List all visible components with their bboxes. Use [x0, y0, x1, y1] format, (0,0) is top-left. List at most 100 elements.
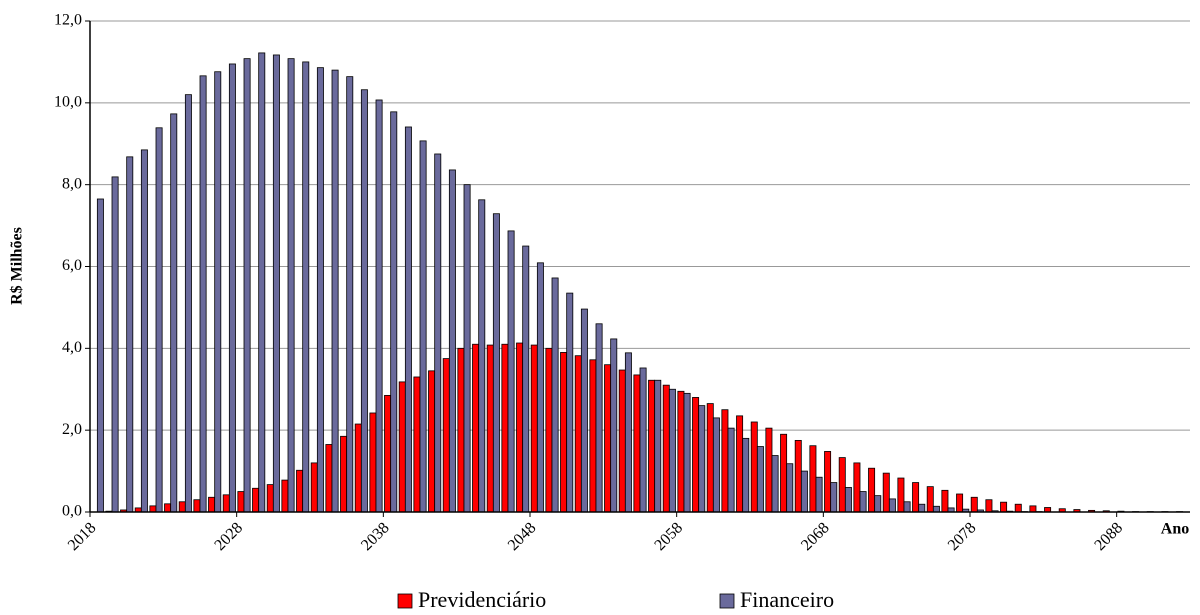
bar: [457, 347, 465, 513]
x-tick-label: 2028: [211, 519, 246, 554]
bar: [932, 505, 940, 513]
bar: [516, 342, 524, 513]
bar: [214, 71, 222, 513]
bar: [736, 415, 744, 513]
bar: [1000, 501, 1008, 513]
y-tick-label: 10,0: [54, 94, 82, 111]
bar: [536, 262, 544, 513]
bar: [918, 503, 926, 513]
bar: [574, 355, 582, 513]
bar: [472, 343, 480, 513]
bar: [560, 352, 568, 513]
bar: [228, 63, 236, 513]
bar: [765, 427, 773, 513]
bar: [354, 423, 362, 513]
x-axis-title: Ano: [1161, 521, 1189, 538]
bar: [390, 111, 398, 513]
bar: [698, 405, 706, 513]
bar: [633, 374, 641, 513]
bar: [610, 338, 618, 513]
legend-label: Previdenciário: [418, 587, 546, 612]
bar: [398, 381, 406, 513]
bar: [325, 444, 333, 513]
bar: [780, 433, 788, 513]
legend-swatch: [397, 593, 413, 609]
bar: [266, 484, 274, 513]
bar: [618, 369, 626, 513]
bar: [208, 496, 216, 513]
bar: [956, 493, 964, 513]
bar: [428, 370, 436, 513]
bar: [302, 61, 310, 513]
bar: [727, 427, 735, 513]
bar: [624, 352, 632, 513]
bar: [296, 469, 304, 513]
bar: [903, 501, 911, 513]
bar: [589, 359, 597, 513]
bar: [492, 213, 500, 513]
bar: [96, 198, 104, 513]
y-axis-title: R$ Milhões: [9, 227, 26, 305]
x-tick-label: 2048: [505, 519, 540, 554]
bar: [595, 323, 603, 513]
x-tick-label: 2058: [651, 519, 686, 554]
legend-swatch: [719, 593, 735, 609]
bar: [604, 364, 612, 513]
legend-label: Financeiro: [740, 587, 834, 612]
x-tick-label: 2018: [65, 519, 100, 554]
bar: [662, 384, 670, 513]
x-tick-label: 2078: [945, 519, 980, 554]
bar: [507, 230, 515, 513]
x-tick-label: 2068: [798, 519, 833, 554]
bar: [750, 421, 758, 513]
bar: [868, 467, 876, 513]
bar: [501, 343, 509, 513]
bar: [824, 451, 832, 513]
bar: [859, 491, 867, 513]
bar: [287, 58, 295, 513]
y-tick-label: 4,0: [62, 339, 82, 356]
bar: [199, 75, 207, 513]
bar: [683, 392, 691, 513]
bar: [648, 379, 656, 513]
y-tick-label: 2,0: [62, 421, 82, 438]
bar: [1014, 503, 1022, 513]
bar: [375, 99, 383, 513]
bar: [478, 199, 486, 513]
bar: [331, 69, 339, 513]
bar: [434, 153, 442, 513]
bar: [184, 94, 192, 513]
bar: [310, 462, 318, 513]
bar: [844, 487, 852, 513]
bar: [193, 499, 201, 513]
bar: [912, 482, 920, 513]
bar: [712, 417, 720, 513]
bar: [551, 277, 559, 513]
bar: [970, 496, 978, 513]
bar: [252, 487, 260, 513]
bar: [222, 494, 230, 513]
bar: [237, 491, 245, 513]
bar: [545, 347, 553, 513]
bar: [140, 149, 148, 513]
bar: [448, 169, 456, 513]
y-tick-label: 6,0: [62, 257, 82, 274]
x-tick-label: 2088: [1091, 519, 1126, 554]
bar: [442, 358, 450, 513]
bar: [756, 446, 764, 513]
y-tick-label: 8,0: [62, 175, 82, 192]
bar: [786, 463, 794, 513]
bar: [639, 367, 647, 513]
bar: [463, 184, 471, 513]
bar: [742, 437, 750, 513]
bar: [794, 439, 802, 513]
bar: [126, 156, 134, 513]
bar: [486, 344, 494, 513]
bar: [522, 245, 530, 513]
bar: [800, 470, 808, 513]
bar: [281, 479, 289, 513]
bar: [771, 455, 779, 513]
bar: [853, 462, 861, 513]
bar: [369, 412, 377, 513]
